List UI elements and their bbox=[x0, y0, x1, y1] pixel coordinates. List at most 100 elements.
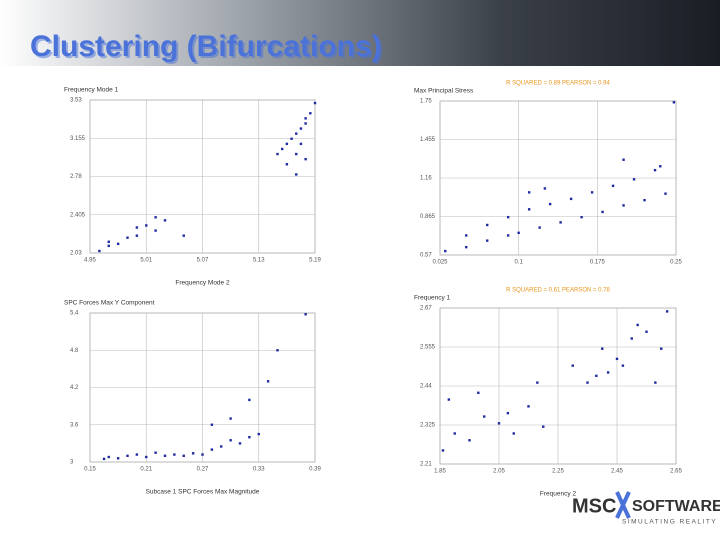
logo-x bbox=[615, 491, 631, 519]
point bbox=[645, 330, 648, 333]
y-tick-label: 4.8 bbox=[70, 348, 79, 354]
point bbox=[299, 127, 303, 130]
point bbox=[527, 208, 531, 211]
y-tick-label: 0.865 bbox=[420, 214, 436, 220]
x-tick-label: 0.39 bbox=[309, 467, 321, 473]
point bbox=[630, 337, 633, 340]
title-shadow: Clustering (Bifurcations) bbox=[32, 32, 384, 65]
y-tick-label: 3.53 bbox=[70, 98, 82, 104]
point bbox=[173, 453, 176, 456]
y-tick-label: 2.555 bbox=[420, 345, 436, 351]
x-tick-label: 0.1 bbox=[514, 260, 523, 266]
y-tick-label: 2.44 bbox=[420, 384, 432, 390]
point bbox=[182, 454, 185, 457]
point bbox=[276, 349, 279, 352]
point bbox=[622, 158, 625, 161]
point bbox=[290, 137, 293, 140]
point bbox=[441, 449, 445, 452]
point bbox=[280, 147, 284, 151]
point bbox=[154, 451, 157, 454]
point bbox=[248, 435, 251, 439]
point bbox=[313, 101, 317, 105]
y-tick-label: 2.21 bbox=[420, 462, 432, 468]
point bbox=[145, 455, 148, 459]
x-tick-label: 5.07 bbox=[197, 258, 209, 264]
y-tick-label: 3.6 bbox=[70, 422, 79, 428]
point bbox=[664, 192, 667, 195]
point bbox=[586, 381, 589, 384]
y-axis-label: Frequency Mode 1 bbox=[64, 87, 119, 94]
point bbox=[304, 157, 307, 161]
x-tick-label: 4.95 bbox=[84, 258, 96, 264]
y-tick-label: 2.03 bbox=[70, 251, 82, 257]
logo-brand: MSC bbox=[572, 495, 616, 517]
point bbox=[611, 184, 615, 188]
x-axis-label: Frequency 2 bbox=[540, 491, 577, 498]
point bbox=[632, 178, 636, 181]
header-band bbox=[0, 0, 720, 66]
point bbox=[636, 323, 639, 327]
x-tick-label: 1.85 bbox=[434, 469, 446, 475]
y-axis-label: Max Principal Stress bbox=[414, 88, 474, 95]
y-tick-label: 2.405 bbox=[70, 212, 86, 218]
y-tick-label: 2.325 bbox=[420, 423, 436, 429]
annotation: R SQUARED = 0.61 PEARSON = 0.78 bbox=[506, 288, 610, 294]
y-tick-label: 5.4 bbox=[70, 311, 79, 317]
point bbox=[506, 215, 510, 219]
point bbox=[536, 381, 539, 384]
point bbox=[527, 191, 531, 194]
point bbox=[229, 417, 232, 420]
y-tick-label: 0.57 bbox=[420, 253, 432, 259]
annotation: R SQUARED = 0.89 PEARSON = 0.94 bbox=[506, 81, 610, 87]
point bbox=[444, 249, 447, 253]
point bbox=[295, 152, 298, 156]
y-tick-label: 3.155 bbox=[70, 136, 86, 142]
x-tick-label: 5.19 bbox=[309, 258, 321, 264]
point bbox=[107, 240, 110, 243]
point bbox=[210, 448, 214, 451]
point bbox=[126, 454, 129, 457]
point bbox=[506, 234, 510, 237]
point bbox=[257, 432, 260, 436]
point bbox=[116, 457, 120, 460]
y-tick-label: 1.455 bbox=[420, 137, 436, 143]
point bbox=[601, 347, 604, 350]
point bbox=[210, 423, 214, 426]
point bbox=[135, 226, 139, 229]
point bbox=[543, 187, 547, 190]
x-tick-label: 2.45 bbox=[611, 469, 623, 475]
point bbox=[266, 380, 270, 383]
point bbox=[615, 357, 619, 361]
point bbox=[569, 197, 573, 201]
point bbox=[299, 142, 303, 146]
y-tick-label: 2.67 bbox=[420, 306, 432, 312]
point bbox=[295, 173, 298, 176]
x-tick-label: 0.15 bbox=[84, 467, 96, 473]
point bbox=[559, 221, 562, 224]
y-tick-label: 4.2 bbox=[70, 385, 79, 391]
slide-title: Clustering (Bifurcations) bbox=[30, 30, 382, 63]
x-tick-label: 0.27 bbox=[197, 467, 209, 473]
y-tick-label: 1.16 bbox=[420, 176, 432, 182]
point bbox=[517, 231, 520, 235]
point bbox=[238, 442, 242, 445]
point bbox=[486, 239, 489, 242]
point bbox=[135, 453, 139, 456]
point bbox=[654, 381, 657, 384]
logo-tagline: SIMULATING REALITY bbox=[622, 519, 717, 526]
x-tick-label: 0.025 bbox=[432, 260, 448, 266]
x-tick-label: 5.01 bbox=[140, 258, 152, 264]
point bbox=[154, 216, 157, 219]
point bbox=[276, 152, 279, 156]
point bbox=[220, 445, 223, 448]
point bbox=[660, 347, 663, 350]
point bbox=[665, 310, 669, 313]
x-axis-label: Subcase 1 SPC Forces Max Magnitude bbox=[146, 489, 260, 496]
logo-name: SOFTWARE bbox=[632, 498, 720, 515]
point bbox=[126, 236, 129, 239]
y-tick-label: 2.78 bbox=[70, 174, 82, 180]
point bbox=[116, 242, 120, 246]
point bbox=[107, 455, 110, 459]
point bbox=[285, 142, 289, 146]
